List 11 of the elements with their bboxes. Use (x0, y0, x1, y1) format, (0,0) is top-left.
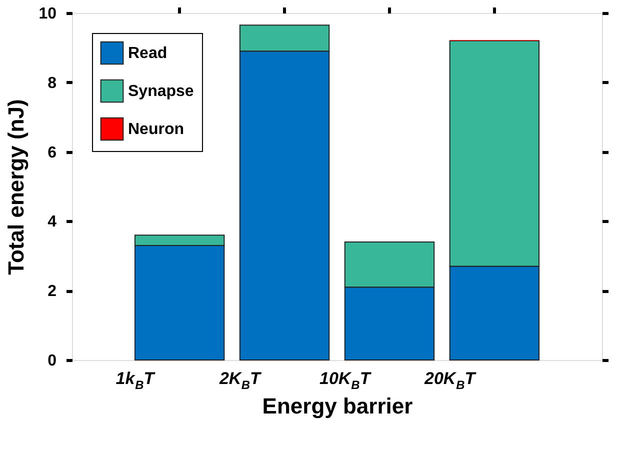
y-tick-label: 2 (48, 283, 57, 300)
y-axis-title: Total energy (nJ) (4, 99, 29, 275)
y-tick-label: 6 (48, 144, 57, 162)
legend-label: Neuron (128, 121, 184, 138)
y-tick-label: 4 (48, 214, 57, 231)
y-tick-label: 10 (38, 6, 57, 22)
y-tick-label: 8 (48, 74, 57, 92)
legend-label: Synapse (128, 83, 194, 100)
x-axis-title: Energy barrier (262, 394, 414, 418)
y-tick-label: 0 (48, 352, 57, 370)
legend-label: Read (128, 45, 168, 62)
